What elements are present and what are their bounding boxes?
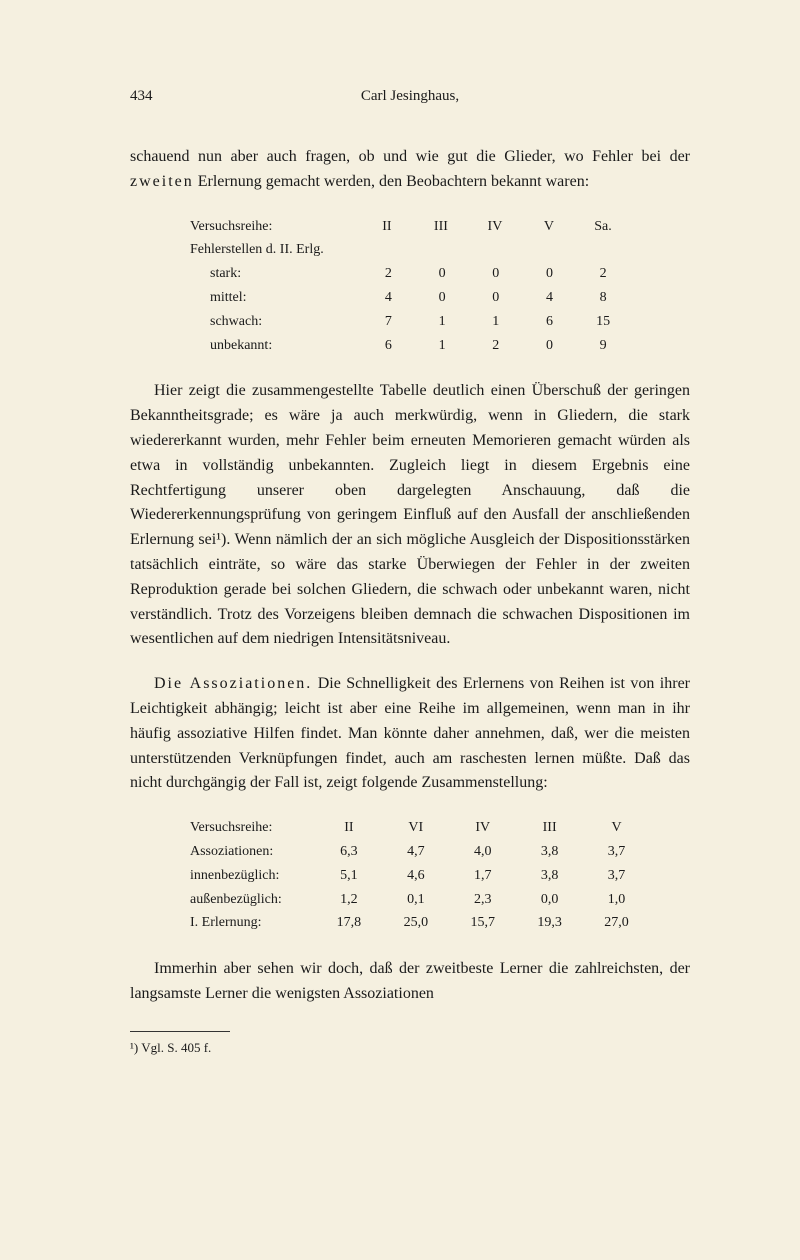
paragraph-1: schauend nun aber auch fragen, ob und wi…: [130, 145, 690, 195]
page-header: 434 Carl Jesinghaus,: [130, 88, 690, 105]
table1-col-header: II: [360, 215, 414, 239]
table2-col-header: VI: [382, 816, 449, 840]
footnote-rule: [130, 1031, 230, 1032]
table1-row: mittel: 4 0 0 4 8: [190, 286, 630, 310]
author-name: Carl Jesinghaus,: [190, 88, 630, 105]
table1-row: unbekannt: 6 1 2 0 9: [190, 334, 630, 358]
table1-row: stark: 2 0 0 0 2: [190, 262, 630, 286]
table1-col-header: III: [414, 215, 468, 239]
table2-col-header: V: [583, 816, 650, 840]
table-assoziationen: Versuchsreihe: II VI IV III V Assoziatio…: [190, 816, 650, 935]
table2-header-label: Versuchsreihe:: [190, 816, 315, 840]
table2-row: I. Erlernung: 17,8 25,0 15,7 19,3 27,0: [190, 911, 650, 935]
table1-col-header: V: [522, 215, 576, 239]
paragraph-3: Die Assoziationen. Die Schnelligkeit des…: [130, 672, 690, 796]
table1-col-header: IV: [468, 215, 522, 239]
table2-col-header: IV: [449, 816, 516, 840]
table2-col-header: III: [516, 816, 583, 840]
table1-subheader: Fehlerstellen d. II. Erlg.: [190, 238, 385, 262]
footnote: ¹) Vgl. S. 405 f.: [130, 1040, 690, 1056]
page-number: 434: [130, 88, 190, 105]
table2-col-header: II: [315, 816, 382, 840]
table1-col-header: Sa.: [576, 215, 630, 239]
table1-row: schwach: 7 1 1 6 15: [190, 310, 630, 334]
paragraph-4: Immerhin aber sehen wir doch, daß der zw…: [130, 957, 690, 1007]
table2-row: Assoziationen: 6,3 4,7 4,0 3,8 3,7: [190, 840, 650, 864]
table-fehlerstellen: Versuchsreihe: II III IV V Sa. Fehlerste…: [190, 215, 630, 358]
table2-row: innenbezüglich: 5,1 4,6 1,7 3,8 3,7: [190, 864, 650, 888]
paragraph-2: Hier zeigt die zusammengestellte Tabelle…: [130, 379, 690, 652]
table1-header-label: Versuchsreihe:: [190, 215, 360, 239]
table2-row: außenbezüglich: 1,2 0,1 2,3 0,0 1,0: [190, 888, 650, 912]
